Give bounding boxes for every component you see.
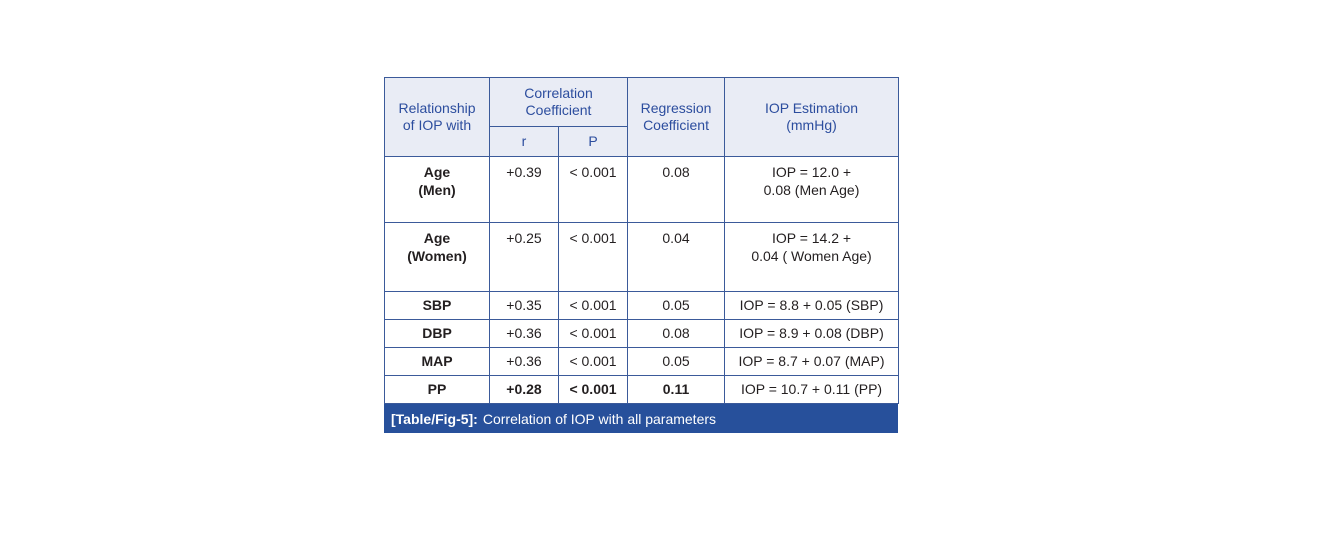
table-fig-5: Relationship of IOP with Correlation Coe…: [384, 77, 900, 433]
cell-label: Age (Women): [384, 222, 490, 292]
cell-label: Age (Men): [384, 156, 490, 223]
cell-label: SBP: [384, 291, 490, 320]
header-r: r: [489, 126, 559, 157]
cell-estimation: IOP = 14.2 + 0.04 ( Women Age): [724, 222, 900, 292]
cell-estimation: IOP = 8.9 + 0.08 (DBP): [724, 319, 900, 348]
table-row-map: MAP +0.36 < 0.001 0.05 IOP = 8.7 + 0.07 …: [384, 347, 900, 376]
cell-r: +0.36: [489, 347, 559, 376]
cell-p: < 0.001: [557, 347, 629, 376]
cell-estimation: IOP = 12.0 + 0.08 (Men Age): [724, 156, 900, 223]
cell-label: DBP: [384, 319, 490, 348]
cell-regression: 0.08: [627, 319, 726, 348]
cell-r: +0.25: [489, 222, 559, 292]
cell-estimation: IOP = 8.8 + 0.05 (SBP): [724, 291, 900, 320]
cell-regression: 0.11: [627, 375, 726, 404]
cell-r: +0.39: [489, 156, 559, 223]
table-caption-bar: [Table/Fig-5]: Correlation of IOP with a…: [384, 404, 898, 433]
iop-correlation-table: Relationship of IOP with Correlation Coe…: [384, 77, 900, 404]
cell-estimation: IOP = 10.7 + 0.11 (PP): [724, 375, 900, 404]
header-p: P: [557, 126, 629, 157]
cell-r: +0.36: [489, 319, 559, 348]
caption-text: Correlation of IOP with all parameters: [482, 410, 717, 427]
cell-p: < 0.001: [557, 291, 629, 320]
table-row-pp: PP +0.28 < 0.001 0.11 IOP = 10.7 + 0.11 …: [384, 375, 900, 404]
header-iop-estimation: IOP Estimation (mmHg): [724, 77, 900, 157]
table-row-age-women: Age (Women) +0.25 < 0.001 0.04 IOP = 14.…: [384, 222, 900, 292]
cell-p: < 0.001: [557, 222, 629, 292]
header-correlation-coefficient: Correlation Coefficient: [488, 77, 629, 127]
cell-label: MAP: [384, 347, 490, 376]
cell-regression: 0.05: [627, 291, 726, 320]
table-body: Age (Men) +0.39 < 0.001 0.08 IOP = 12.0 …: [384, 156, 900, 404]
cell-r: +0.28: [489, 375, 559, 404]
table-row-sbp: SBP +0.35 < 0.001 0.05 IOP = 8.8 + 0.05 …: [384, 291, 900, 320]
cell-p: < 0.001: [557, 375, 629, 404]
header-relationship-of-iop-with: Relationship of IOP with: [384, 77, 490, 157]
cell-p: < 0.001: [557, 156, 629, 223]
cell-r: +0.35: [489, 291, 559, 320]
header-regression-coefficient: Regression Coefficient: [627, 77, 726, 157]
table-row-dbp: DBP +0.36 < 0.001 0.08 IOP = 8.9 + 0.08 …: [384, 319, 900, 348]
cell-regression: 0.05: [627, 347, 726, 376]
cell-regression: 0.08: [627, 156, 726, 223]
cell-estimation: IOP = 8.7 + 0.07 (MAP): [724, 347, 900, 376]
caption-tag: [Table/Fig-5]:: [391, 410, 478, 427]
cell-label: PP: [384, 375, 490, 404]
table-row-age-men: Age (Men) +0.39 < 0.001 0.08 IOP = 12.0 …: [384, 156, 900, 223]
cell-regression: 0.04: [627, 222, 726, 292]
cell-p: < 0.001: [557, 319, 629, 348]
table-header: Relationship of IOP with Correlation Coe…: [384, 77, 900, 157]
